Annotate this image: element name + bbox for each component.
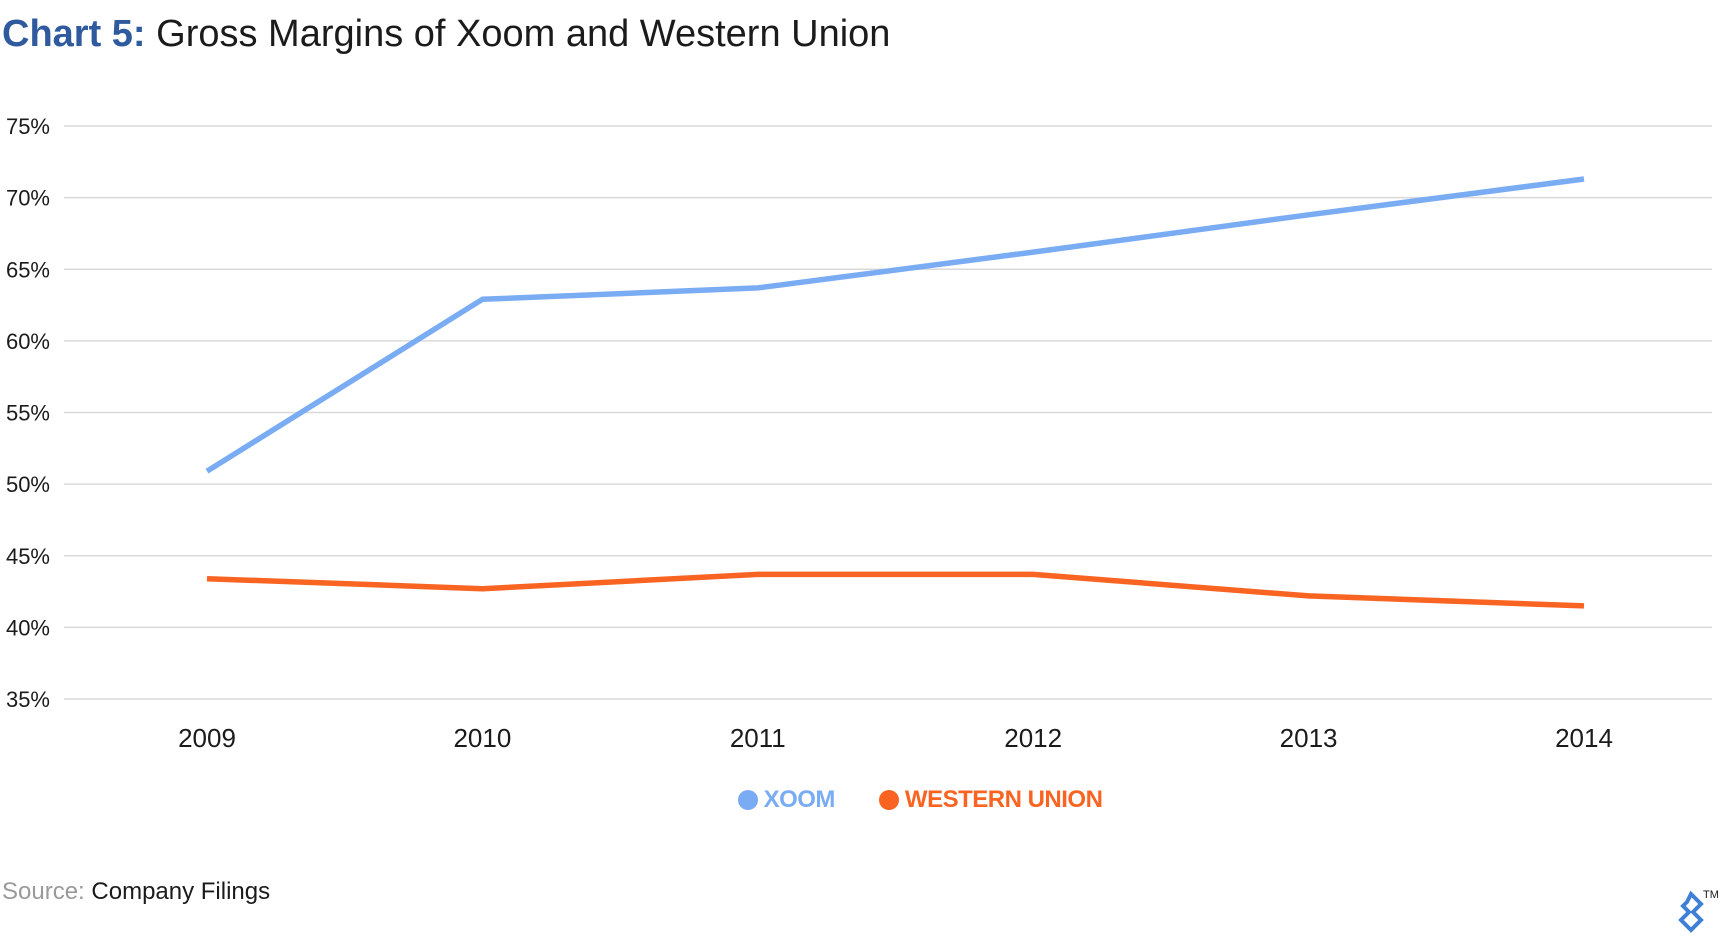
- y-tick-label: 35%: [6, 687, 50, 712]
- chart-title-text: Gross Margins of Xoom and Western Union: [156, 13, 891, 55]
- legend-label: WESTERN UNION: [904, 786, 1103, 813]
- series-line-xoom: [205, 176, 1585, 474]
- series-lines: [205, 176, 1585, 609]
- legend-item-western-union: WESTERN UNION: [878, 786, 1103, 814]
- chart-legend: XOOM WESTERN UNION: [0, 786, 1720, 814]
- x-axis-ticks: 2009 2010 2011 2012 2013 2014: [178, 723, 1613, 753]
- y-tick-label: 45%: [6, 544, 50, 569]
- legend-item-xoom: XOOM: [737, 786, 836, 814]
- source-label: Source:: [2, 878, 85, 905]
- y-tick-label: 65%: [6, 257, 50, 282]
- legend-label: XOOM: [763, 786, 836, 813]
- y-tick-label: 60%: [6, 329, 50, 354]
- x-tick-label: 2012: [1004, 723, 1062, 753]
- chart-title-prefix: Chart 5:: [2, 13, 146, 55]
- x-tick-label: 2010: [453, 723, 511, 753]
- x-tick-label: 2009: [178, 723, 236, 753]
- y-axis-ticks: 35% 40% 45% 50% 55% 60% 65% 70% 75%: [6, 114, 50, 712]
- y-tick-label: 50%: [6, 472, 50, 497]
- source-value: Company Filings: [91, 878, 271, 905]
- toptal-logo-icon: TM: [1678, 889, 1719, 933]
- y-tick-label: 70%: [6, 186, 50, 211]
- legend-marker: [737, 790, 758, 810]
- x-tick-label: 2014: [1555, 723, 1613, 753]
- series-line-western-union: [206, 571, 1585, 609]
- y-tick-label: 40%: [6, 615, 50, 640]
- x-tick-label: 2011: [730, 723, 786, 753]
- y-tick-label: 75%: [6, 114, 50, 139]
- gridlines: [64, 125, 1712, 700]
- trademark-symbol: TM: [1703, 889, 1719, 901]
- chart-title: Chart 5: Gross Margins of Xoom and Weste…: [2, 10, 890, 58]
- source-note: Source: Company Filings: [2, 877, 270, 907]
- x-tick-label: 2013: [1280, 723, 1338, 753]
- y-tick-label: 55%: [6, 401, 50, 426]
- legend-marker: [878, 790, 899, 810]
